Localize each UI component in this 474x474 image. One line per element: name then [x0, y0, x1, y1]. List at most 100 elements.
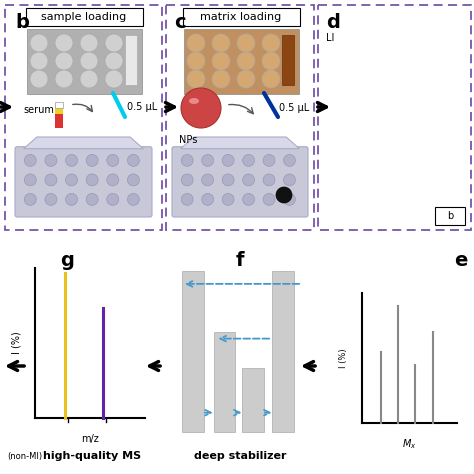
Bar: [166, 5, 314, 230]
Text: serum: serum: [23, 105, 54, 115]
Circle shape: [107, 193, 119, 205]
Circle shape: [202, 155, 214, 166]
Circle shape: [212, 34, 230, 52]
Text: f: f: [236, 251, 244, 270]
Circle shape: [128, 174, 139, 186]
Text: matrix loading: matrix loading: [201, 12, 282, 22]
Circle shape: [187, 70, 205, 88]
Circle shape: [283, 193, 295, 205]
Circle shape: [202, 193, 214, 205]
Text: b: b: [15, 13, 29, 32]
Text: high-quality MS: high-quality MS: [43, 451, 141, 461]
Circle shape: [243, 155, 255, 166]
Text: $M_x$: $M_x$: [402, 437, 417, 451]
Circle shape: [86, 155, 98, 166]
Circle shape: [181, 174, 193, 186]
Text: e: e: [454, 251, 467, 270]
Bar: [242, 368, 264, 432]
Circle shape: [243, 174, 255, 186]
Circle shape: [107, 174, 119, 186]
Circle shape: [105, 70, 123, 88]
Circle shape: [263, 155, 275, 166]
Circle shape: [105, 52, 123, 70]
Circle shape: [202, 174, 214, 186]
Circle shape: [283, 174, 295, 186]
Circle shape: [30, 70, 48, 88]
Circle shape: [24, 193, 36, 205]
Circle shape: [30, 52, 48, 70]
Bar: [273, 271, 294, 432]
Circle shape: [65, 155, 78, 166]
Circle shape: [243, 193, 255, 205]
Text: 0.5 μL: 0.5 μL: [127, 102, 157, 112]
Circle shape: [105, 34, 123, 52]
Circle shape: [80, 52, 98, 70]
Circle shape: [222, 174, 234, 186]
Circle shape: [45, 174, 57, 186]
Bar: [125, 35, 137, 85]
Circle shape: [187, 52, 205, 70]
Circle shape: [262, 70, 280, 88]
Text: d: d: [326, 13, 340, 32]
Circle shape: [65, 174, 78, 186]
Circle shape: [24, 174, 36, 186]
Circle shape: [55, 34, 73, 52]
Circle shape: [181, 193, 193, 205]
Circle shape: [65, 193, 78, 205]
Circle shape: [80, 70, 98, 88]
Text: I (%): I (%): [339, 348, 348, 368]
Circle shape: [24, 155, 36, 166]
Circle shape: [262, 34, 280, 52]
Circle shape: [80, 34, 98, 52]
Circle shape: [181, 155, 193, 166]
FancyBboxPatch shape: [26, 8, 143, 26]
Circle shape: [283, 155, 295, 166]
Polygon shape: [24, 137, 143, 149]
Circle shape: [263, 174, 275, 186]
Circle shape: [45, 193, 57, 205]
Circle shape: [276, 187, 292, 203]
Polygon shape: [181, 137, 300, 149]
Text: c: c: [174, 13, 186, 32]
Circle shape: [237, 34, 255, 52]
Text: 0.5 μL: 0.5 μL: [279, 103, 309, 113]
Bar: [27, 29, 142, 94]
Circle shape: [107, 155, 119, 166]
Text: m/z: m/z: [81, 434, 99, 444]
FancyBboxPatch shape: [183, 8, 300, 26]
FancyBboxPatch shape: [15, 146, 152, 217]
Bar: [282, 35, 294, 85]
Bar: [184, 29, 299, 94]
Bar: [5, 5, 162, 230]
Circle shape: [212, 70, 230, 88]
Circle shape: [128, 193, 139, 205]
FancyBboxPatch shape: [435, 207, 465, 225]
Bar: [55, 102, 63, 108]
Circle shape: [86, 193, 98, 205]
Circle shape: [222, 193, 234, 205]
Bar: [182, 271, 204, 432]
Text: g: g: [60, 251, 74, 270]
Ellipse shape: [189, 98, 199, 104]
Bar: [318, 5, 471, 230]
Circle shape: [128, 155, 139, 166]
Circle shape: [181, 88, 221, 128]
Text: (non-MI): (non-MI): [7, 452, 42, 461]
Circle shape: [263, 193, 275, 205]
Text: deep stabilizer: deep stabilizer: [194, 451, 286, 461]
Circle shape: [55, 52, 73, 70]
Bar: [55, 106, 63, 114]
Text: NPs: NPs: [179, 135, 197, 145]
Circle shape: [55, 70, 73, 88]
Bar: [214, 332, 235, 432]
Text: LI: LI: [326, 33, 334, 43]
Circle shape: [187, 34, 205, 52]
Circle shape: [262, 52, 280, 70]
Circle shape: [212, 52, 230, 70]
Circle shape: [30, 34, 48, 52]
Circle shape: [237, 52, 255, 70]
Circle shape: [86, 174, 98, 186]
Text: sample loading: sample loading: [41, 12, 127, 22]
Text: b: b: [447, 211, 453, 221]
Circle shape: [222, 155, 234, 166]
